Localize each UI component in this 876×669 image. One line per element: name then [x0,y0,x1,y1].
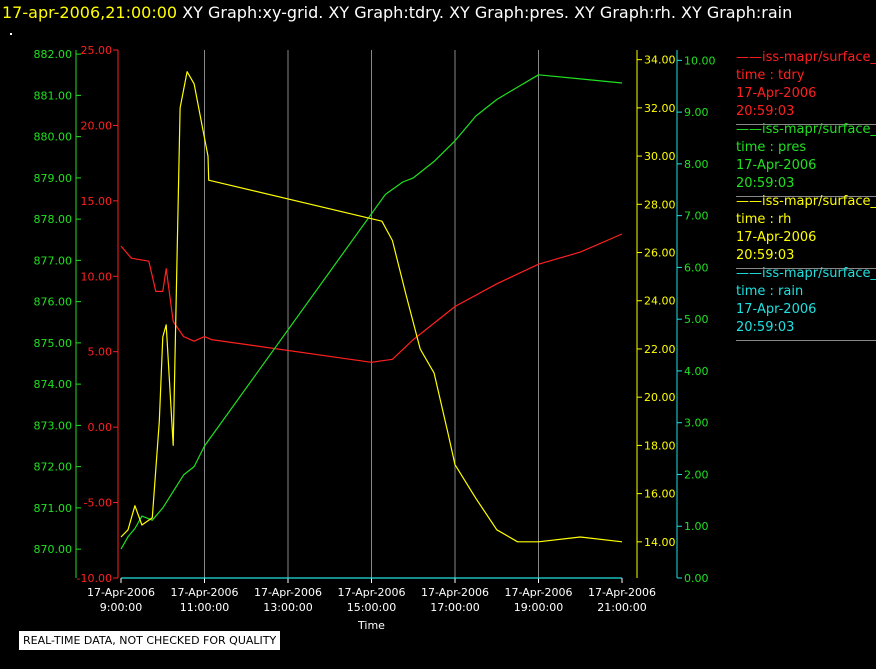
series-pres-line [120,74,623,550]
tdry-tick-label-7: 25.00 [81,44,113,57]
rain-tick-label-9: 9.00 [684,106,709,119]
legend-separator [736,268,876,269]
rain-tick-label-5: 5.00 [684,313,709,326]
x-tick-date-1: 17-Apr-2006 [170,586,238,599]
header-timestamp: 17-apr-2006,21:00:00 [2,3,178,22]
graph-header: 17-apr-2006,21:00:00 XY Graph:xy-grid. X… [0,0,876,26]
x-axis-label: Time [357,619,385,632]
pres-tick-label-10: 880.00 [34,131,73,144]
rain-tick-label-0: 0.00 [684,572,709,585]
pres-tick-label-2: 872.00 [34,461,73,474]
series-tdry-line [120,233,623,363]
legend-series-name: ——iss-mapr/surface_ [736,194,876,209]
legend-separator [736,196,876,197]
x-tick-date-0: 17-Apr-2006 [87,586,155,599]
legend-time: 20:59:03 [736,176,795,191]
legend-label: time : pres [736,140,807,155]
x-tick-time-6: 21:00:00 [597,601,646,614]
tdry-tick-label-0: -10.00 [77,572,112,585]
legend-series-name: ——iss-mapr/surface_ [736,266,876,281]
legend-entry-1: ——iss-mapr/surface_time : pres 17-Apr-200… [736,121,876,197]
x-tick-time-2: 13:00:00 [263,601,312,614]
rh-tick-label-7: 28.00 [644,198,676,211]
pres-tick-label-4: 874.00 [34,378,73,391]
rh-tick-label-8: 30.00 [644,150,676,163]
series-rh-line [120,71,623,543]
legend-label: time : rh [736,212,792,227]
rh-tick-label-0: 14.00 [644,536,676,549]
rh-tick-label-6: 26.00 [644,247,676,260]
tdry-tick-label-4: 10.00 [81,270,113,283]
legend-label: time : tdry [736,68,805,83]
legend-series-name: ——iss-mapr/surface_ [736,122,876,137]
legend-date: 17-Apr-2006 [736,86,817,101]
legend-series-name: ——iss-mapr/surface_ [736,50,876,65]
rain-tick-label-8: 8.00 [684,158,709,171]
quality-notice: REAL-TIME DATA, NOT CHECKED FOR QUALITY [19,631,281,650]
tdry-tick-label-2: 0.00 [88,421,113,434]
x-tick-time-3: 15:00:00 [347,601,396,614]
rain-tick-label-2: 2.00 [684,468,709,481]
x-tick-date-2: 17-Apr-2006 [254,586,322,599]
x-tick-date-6: 17-Apr-2006 [588,586,656,599]
legend-date: 17-Apr-2006 [736,302,817,317]
rh-tick-label-1: 16.00 [644,488,676,501]
legend-time: 20:59:03 [736,320,795,335]
pres-tick-label-8: 878.00 [34,213,73,226]
rain-tick-label-7: 7.00 [684,210,709,223]
header-dot [10,33,12,35]
x-tick-date-4: 17-Apr-2006 [421,586,489,599]
rh-tick-label-3: 20.00 [644,391,676,404]
pres-tick-label-9: 879.00 [34,172,73,185]
rh-tick-label-10: 34.00 [644,54,676,67]
legend-time: 20:59:03 [736,248,795,263]
x-tick-date-5: 17-Apr-2006 [504,586,572,599]
legend-entry-3: ——iss-mapr/surface_time : rain 17-Apr-200… [736,265,876,341]
legend-time: 20:59:03 [736,104,795,119]
tdry-tick-label-5: 15.00 [81,195,113,208]
legend-separator [736,124,876,125]
x-tick-time-4: 17:00:00 [430,601,479,614]
pres-tick-label-12: 882.00 [34,48,73,61]
header-title: XY Graph:xy-grid. XY Graph:tdry. XY Grap… [182,3,793,22]
rh-tick-label-9: 32.00 [644,102,676,115]
x-tick-time-1: 11:00:00 [180,601,229,614]
x-tick-time-5: 19:00:00 [514,601,563,614]
legend-date: 17-Apr-2006 [736,230,817,245]
legend-entry-2: ——iss-mapr/surface_time : rh 17-Apr-2006 2… [736,193,876,269]
pres-tick-label-7: 877.00 [34,254,73,267]
rain-tick-label-3: 3.00 [684,417,709,430]
pres-tick-label-5: 875.00 [34,337,73,350]
legend-entry-0: ——iss-mapr/surface_time : tdry 17-Apr-200… [736,49,876,125]
tdry-tick-label-1: -5.00 [84,497,112,510]
rh-tick-label-5: 24.00 [644,295,676,308]
tdry-tick-label-3: 5.00 [88,346,113,359]
legend-date: 17-Apr-2006 [736,158,817,173]
rh-tick-label-4: 22.00 [644,343,676,356]
rain-tick-label-1: 1.00 [684,520,709,533]
x-tick-time-0: 9:00:00 [100,601,142,614]
legend-separator [736,340,876,341]
pres-tick-label-3: 873.00 [34,419,73,432]
rain-tick-label-4: 4.00 [684,365,709,378]
legend-label: time : rain [736,284,804,299]
rain-tick-label-10: 10.00 [684,54,716,67]
pres-tick-label-0: 870.00 [34,543,73,556]
rain-tick-label-6: 6.00 [684,261,709,274]
pres-tick-label-1: 871.00 [34,502,73,515]
pres-tick-label-11: 881.00 [34,89,73,102]
pres-tick-label-6: 876.00 [34,296,73,309]
tdry-tick-label-6: 20.00 [81,119,113,132]
rh-tick-label-2: 18.00 [644,439,676,452]
x-tick-date-3: 17-Apr-2006 [337,586,405,599]
